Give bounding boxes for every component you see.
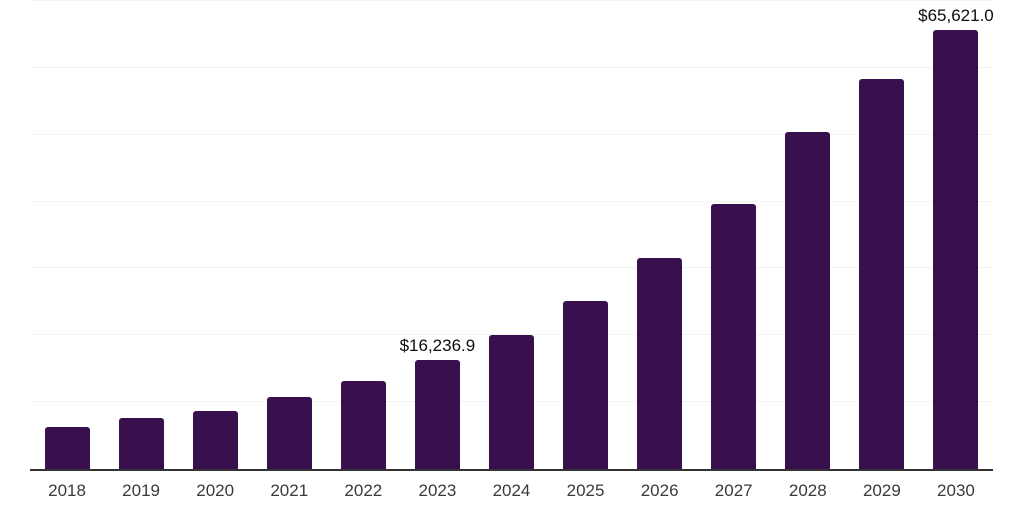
data-label-2030: $65,621.0 xyxy=(918,6,994,26)
bar-slot-2019 xyxy=(104,0,178,469)
bar-slot-2029 xyxy=(845,0,919,469)
x-tick-label-2025: 2025 xyxy=(566,481,605,500)
bar-slot-2020 xyxy=(178,0,252,469)
bar-2022 xyxy=(340,381,386,469)
x-tick-label-2028: 2028 xyxy=(788,481,827,500)
x-tick-label-2024: 2024 xyxy=(492,481,531,500)
x-tick-label-2022: 2022 xyxy=(344,481,383,500)
x-axis-labels: 2018 2019 2020 2021 2022 2023 2024 2025 2026 2027… xyxy=(30,481,993,505)
x-tick-label-2030: 2030 xyxy=(937,481,975,500)
bar-2027 xyxy=(711,203,757,469)
bar-slot-2021 xyxy=(252,0,326,469)
bar-2023 xyxy=(414,360,460,469)
plot-area: $16,236.9 $65,621.0 xyxy=(30,0,994,471)
x-tick-label-2018: 2018 xyxy=(48,481,86,500)
gridline-40000 xyxy=(30,200,993,202)
x-tick-label-2029: 2029 xyxy=(862,481,901,500)
bar-slot-2023: $16,236.9 xyxy=(399,0,476,469)
bar-slot-2028 xyxy=(771,0,845,469)
bar-slot-2027 xyxy=(697,0,771,469)
gridline-30000 xyxy=(30,267,993,269)
gridline-50000 xyxy=(30,133,993,135)
bar-2019 xyxy=(118,418,164,469)
x-tick-label-2021: 2021 xyxy=(270,481,309,500)
bar-2029 xyxy=(859,79,905,469)
gridline-70000 xyxy=(30,0,993,1)
bar-slot-2018 xyxy=(30,0,104,469)
bar-2021 xyxy=(266,396,312,469)
bar-slot-2025 xyxy=(549,0,623,469)
x-tick-label-2020: 2020 xyxy=(196,481,235,500)
data-label-2023: $16,236.9 xyxy=(399,336,476,356)
bar-2025 xyxy=(563,301,609,469)
bar-2020 xyxy=(192,411,238,469)
bar-slot-2030: $65,621.0 xyxy=(918,0,994,469)
bar-slot-2022 xyxy=(326,0,400,469)
gridline-60000 xyxy=(30,66,993,68)
bar-2026 xyxy=(637,258,683,469)
x-tick-label-2023: 2023 xyxy=(418,481,457,500)
bar-2024 xyxy=(488,334,534,469)
x-tick-label-2027: 2027 xyxy=(714,481,753,500)
x-tick-label-2019: 2019 xyxy=(122,481,160,500)
bar-slot-2026 xyxy=(623,0,697,469)
bar-slot-2024 xyxy=(474,0,548,469)
x-tick-label-2026: 2026 xyxy=(640,481,679,500)
bar-2018 xyxy=(44,427,90,469)
bar-2030 xyxy=(933,30,979,469)
bar-2028 xyxy=(785,132,831,469)
